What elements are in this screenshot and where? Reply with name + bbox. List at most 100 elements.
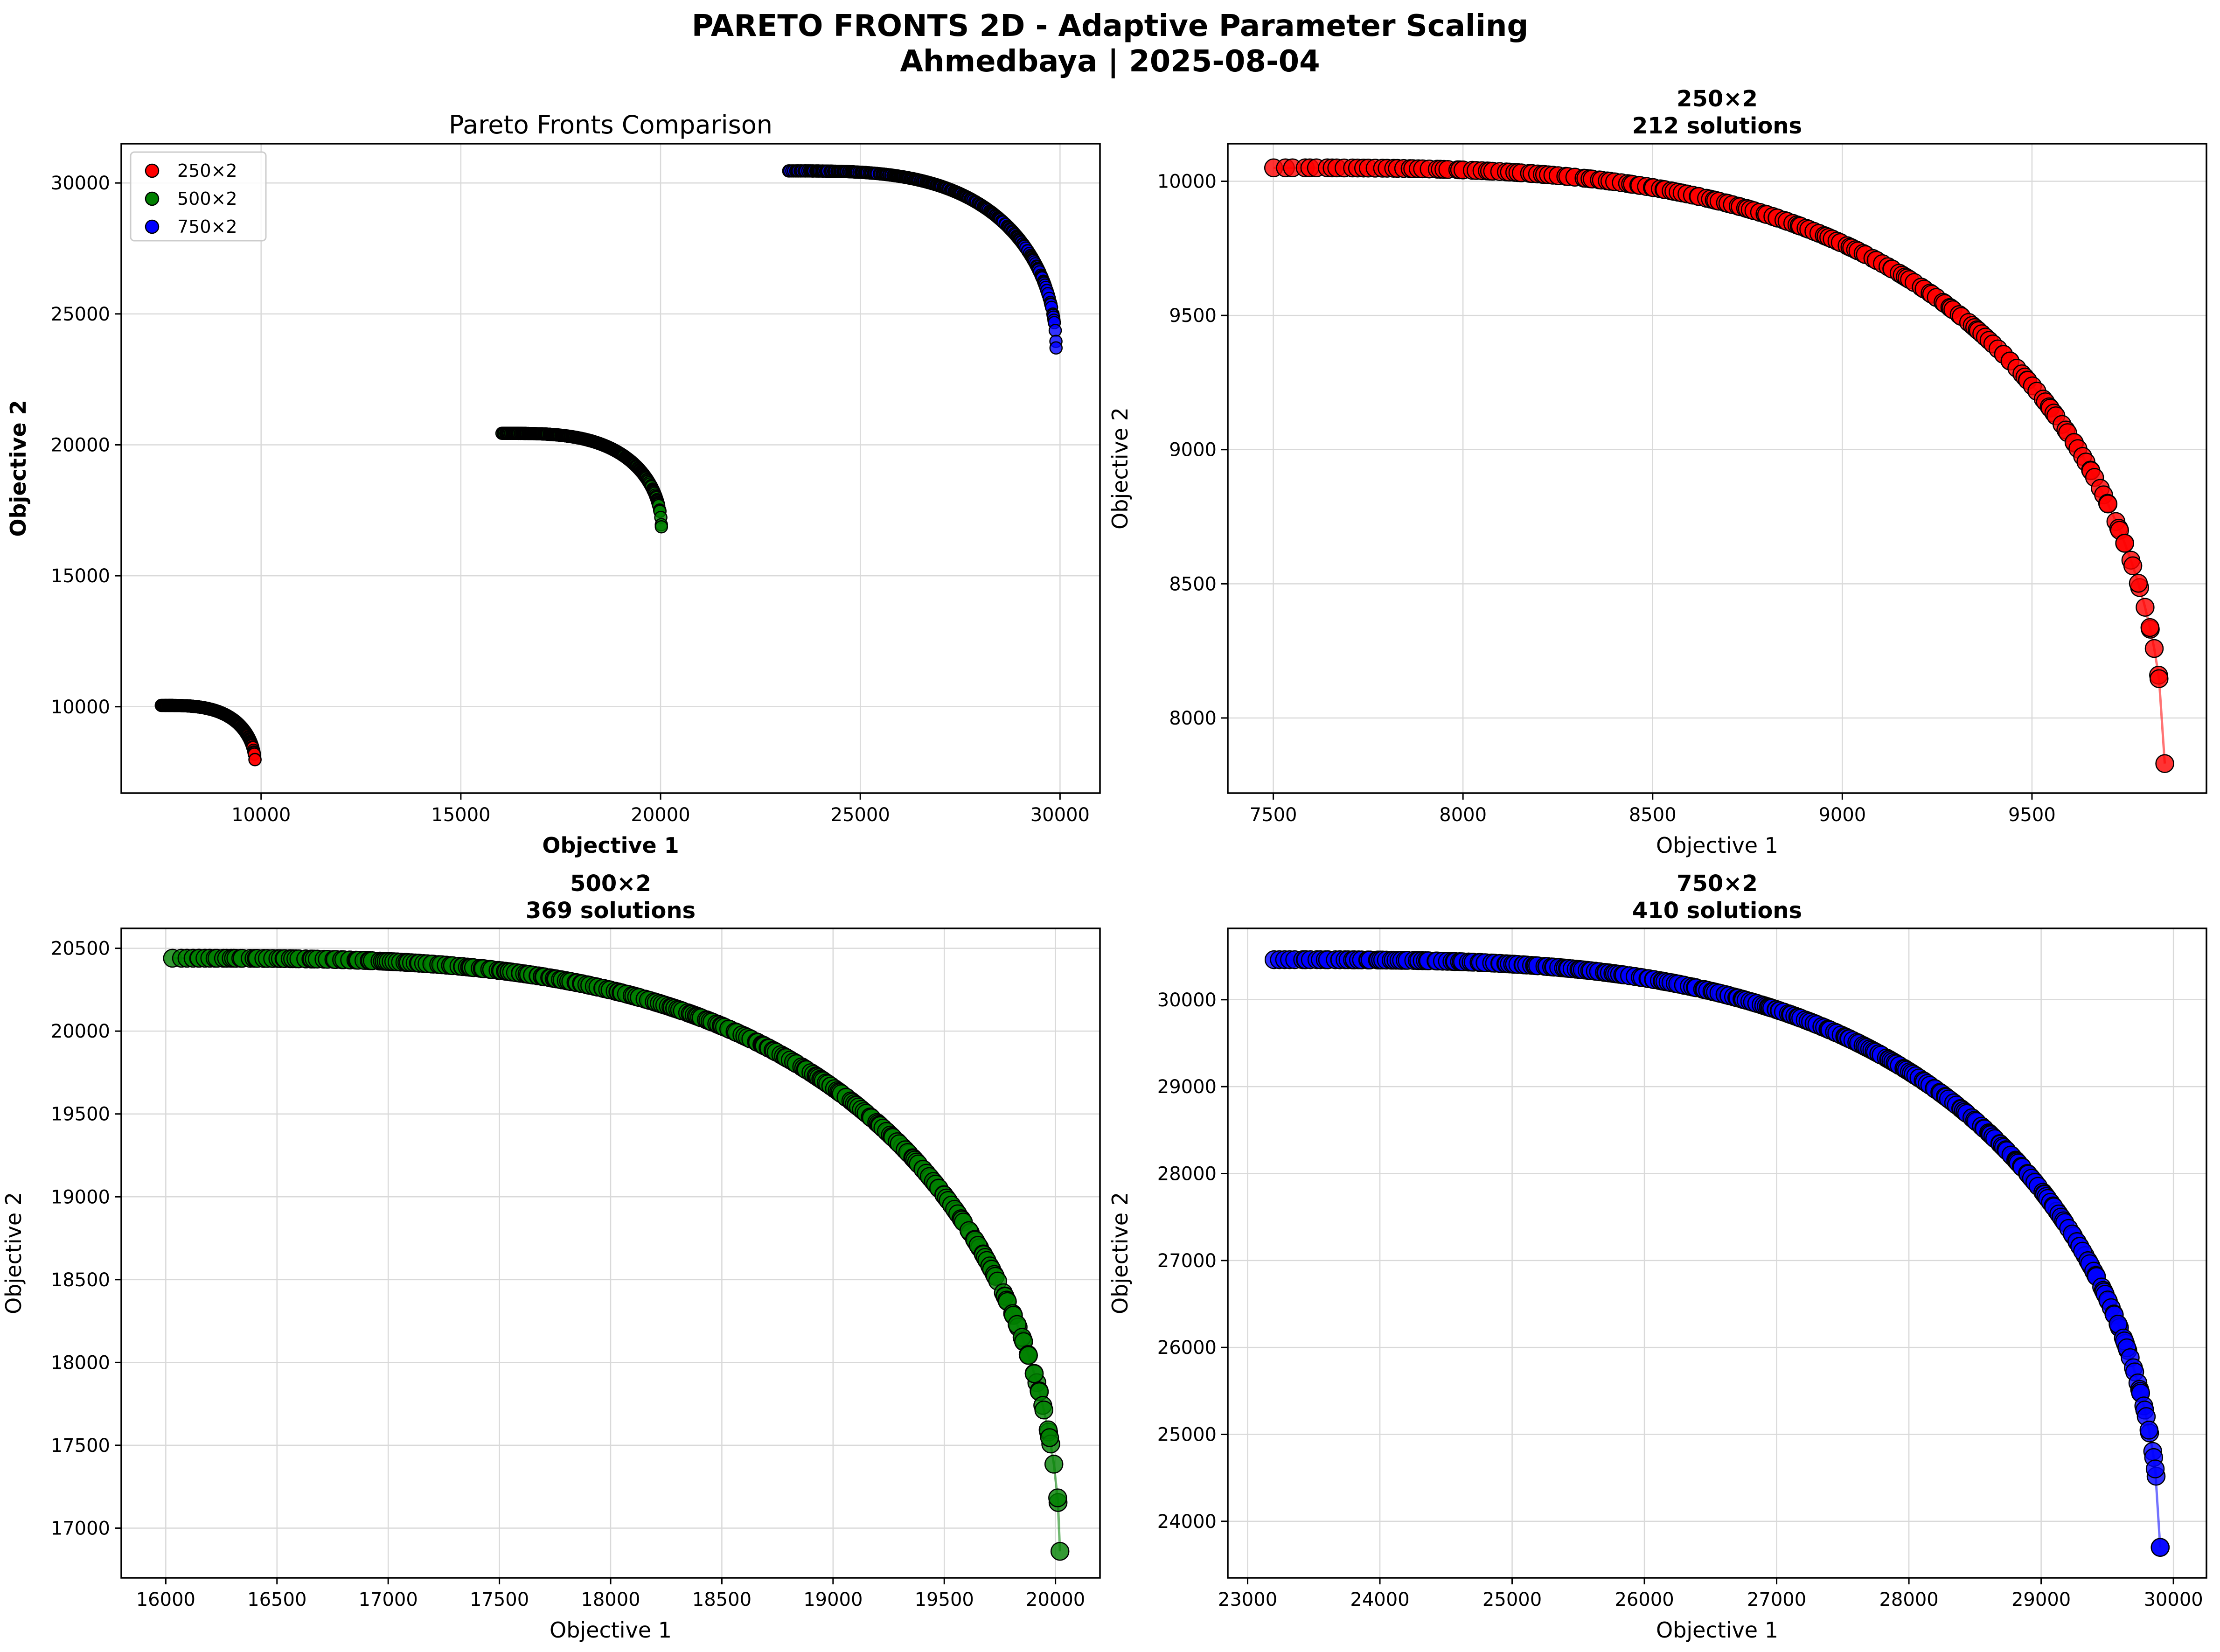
plot-frame <box>1227 143 2207 794</box>
chart-panel-1: 10000 15000 20000 25000 30000 10000 15000 20000… <box>6 110 1101 858</box>
x-tick-label: 9000 <box>1818 804 1866 826</box>
data-point <box>2144 639 2164 658</box>
legend-marker <box>145 163 160 178</box>
legend: 250×2 500×2 750×2 <box>130 151 267 242</box>
x-tick-label: 20000 <box>631 804 690 826</box>
series-3-points <box>782 164 1063 355</box>
x-tick-label: 19500 <box>915 1589 974 1610</box>
chart-panel-2: 7500 8000 8500 9000 9500 8000 8500 9000 9500 1000… <box>1107 86 2207 858</box>
legend-label: 500×2 <box>177 188 237 209</box>
y-tick-label: 20000 <box>51 434 110 456</box>
y-tick-label: 18000 <box>51 1352 110 1373</box>
x-tick-label: 25000 <box>1482 1589 1542 1610</box>
legend-label: 250×2 <box>177 160 237 181</box>
y-tick-label: 29000 <box>1157 1076 1217 1098</box>
x-tick-label: 26000 <box>1615 1589 1674 1610</box>
figure-title: PARETO FRONTS 2D - Adaptive Parameter Sc… <box>0 8 2220 79</box>
panel-title-line-1: 750×2 <box>1677 871 1758 897</box>
x-axis-label: Objective 1 <box>550 1617 672 1643</box>
y-tick-label: 15000 <box>51 565 110 587</box>
x-tick-label: 7500 <box>1250 804 1297 826</box>
legend-box <box>130 151 267 242</box>
panel-title-line-2: 212 solutions <box>1632 113 1802 139</box>
data-point <box>1040 1428 1059 1447</box>
data-point <box>1048 324 1062 337</box>
x-tick-label: 18000 <box>581 1589 640 1610</box>
data-point <box>248 753 262 767</box>
y-axis-label: Objective 2 <box>1107 1192 1133 1314</box>
data-point <box>1024 1364 1044 1383</box>
data-point <box>2140 618 2160 637</box>
x-tick-label: 24000 <box>1350 1589 1409 1610</box>
data-point <box>1019 1345 1038 1365</box>
y-tick-label: 17000 <box>51 1518 110 1539</box>
data-point <box>1049 341 1063 355</box>
x-tick-label: 15000 <box>431 804 490 826</box>
legend-marker <box>145 191 160 206</box>
y-tick-label: 27000 <box>1157 1250 1217 1272</box>
y-axis-label: Objective 2 <box>1107 407 1133 530</box>
y-tick-label: 26000 <box>1157 1337 1217 1359</box>
y-tick-label: 24000 <box>1157 1511 1217 1533</box>
x-tick-label: 16500 <box>247 1589 306 1610</box>
data-point <box>2115 534 2134 553</box>
x-tick-label: 18500 <box>692 1589 752 1610</box>
y-axis-label: Objective 2 <box>6 400 31 537</box>
y-tick-label: 25000 <box>51 304 110 325</box>
data-point <box>2098 495 2118 514</box>
plot-area <box>1228 928 2206 1578</box>
y-tick-label: 30000 <box>51 173 110 194</box>
data-point <box>2145 1459 2165 1478</box>
x-tick-label: 17000 <box>359 1589 418 1610</box>
y-tick-label: 10000 <box>1157 171 1217 193</box>
plot-frame <box>120 143 1101 794</box>
x-tick-label: 29000 <box>2011 1589 2071 1610</box>
data-point <box>654 520 668 534</box>
x-tick-label: 17500 <box>470 1589 529 1610</box>
data-point <box>1034 1400 1053 1420</box>
x-tick-label: 28000 <box>1879 1589 1938 1610</box>
data-point <box>2150 1538 2170 1557</box>
y-tick-label: 19500 <box>51 1104 110 1125</box>
x-axis-label: Objective 1 <box>542 833 679 858</box>
y-tick-label: 9000 <box>1169 439 1217 461</box>
y-tick-label: 17500 <box>51 1435 110 1457</box>
y-tick-label: 25000 <box>1157 1424 1217 1446</box>
panel-title-line-1: 250×2 <box>1677 86 1758 112</box>
y-tick-label: 10000 <box>51 697 110 718</box>
x-tick-label: 20000 <box>1026 1589 1085 1610</box>
x-tick-label: 9500 <box>2008 804 2056 826</box>
data-point <box>1044 1455 1064 1474</box>
x-axis-label: Objective 1 <box>1656 1617 1778 1643</box>
figure-title-line1: PARETO FRONTS 2D - Adaptive Parameter Sc… <box>691 9 1529 43</box>
y-tick-label: 28000 <box>1157 1163 1217 1185</box>
series-1-points <box>1264 158 2174 773</box>
plot-area <box>121 144 1100 793</box>
legend-marker <box>145 219 160 234</box>
y-axis-label: Objective 2 <box>1 1192 26 1314</box>
series-1-points <box>163 948 1070 1561</box>
chart-panel-4: 23000 24000 25000 26000 27000 28000 29000 30000… <box>1107 871 2207 1643</box>
y-tick-label: 30000 <box>1157 990 1217 1011</box>
data-point <box>1048 1488 1067 1507</box>
data-point <box>1050 1541 1070 1561</box>
series-2-points <box>495 426 668 534</box>
y-tick-label: 20500 <box>51 938 110 960</box>
x-axis-label: Objective 1 <box>1656 833 1778 858</box>
x-tick-label: 30000 <box>2143 1589 2203 1610</box>
panel-title-line-2: 410 solutions <box>1632 898 1802 924</box>
y-tick-label: 18500 <box>51 1269 110 1291</box>
series-1-points <box>1264 950 2170 1557</box>
x-tick-label: 27000 <box>1747 1589 1806 1610</box>
data-point <box>2155 754 2174 773</box>
x-tick-label: 25000 <box>831 804 890 826</box>
x-tick-label: 30000 <box>1030 804 1090 826</box>
x-tick-label: 8000 <box>1439 804 1487 826</box>
panel-title: Pareto Fronts Comparison <box>449 110 772 139</box>
x-tick-label: 19000 <box>803 1589 863 1610</box>
y-tick-label: 8500 <box>1169 573 1217 595</box>
y-tick-label: 19000 <box>51 1186 110 1208</box>
y-tick-label: 8000 <box>1169 708 1217 729</box>
panel-title-line-2: 369 solutions <box>526 898 696 924</box>
